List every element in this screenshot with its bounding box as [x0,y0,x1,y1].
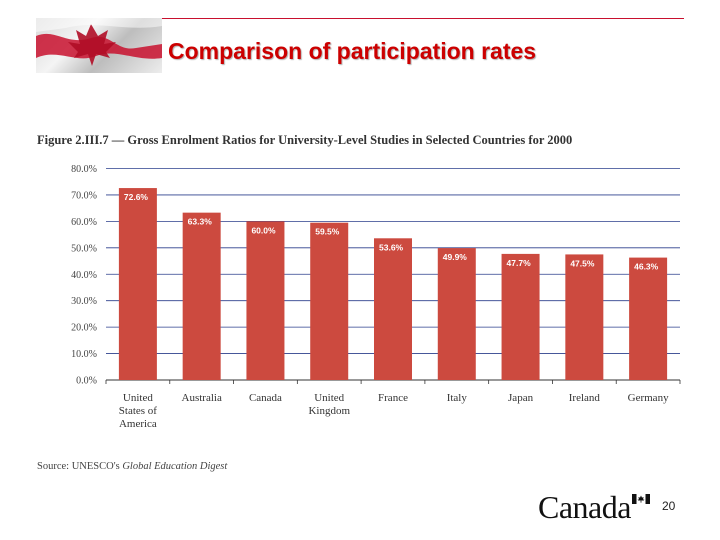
x-tick-label: America [119,418,157,430]
flag-banner-image [36,18,162,73]
bar [246,221,285,380]
x-tick-label: Australia [182,392,222,404]
bar [118,188,157,380]
bar-value-label: 47.7% [507,258,532,268]
slide-title: Comparison of participation rates [168,38,537,64]
canada-flag-icon [632,494,650,504]
x-tick-label: France [378,392,408,404]
source-title: Global Education Digest [122,461,228,472]
bar [501,253,540,380]
bar-value-label: 63.3% [188,217,213,227]
y-tick-label: 10.0% [71,349,97,360]
y-tick-label: 0.0% [76,376,97,387]
bar-value-label: 59.5% [315,227,340,237]
x-tick-label: Kingdom [308,405,350,417]
bar [374,238,412,380]
bar-value-label: 49.9% [443,252,468,262]
source-prefix: Source: UNESCO's [37,461,123,472]
x-tick-label: Italy [447,392,468,404]
header-rule [162,18,684,19]
figure-caption: Figure 2.III.7 — Gross Enrolment Ratios … [37,133,573,147]
y-tick-label: 50.0% [71,243,97,254]
y-tick-label: 60.0% [71,217,97,228]
bar [565,254,604,380]
bar-value-label: 60.0% [251,225,276,235]
source-note: Source: UNESCO's Global Education Digest [37,461,227,472]
y-tick-label: 30.0% [71,296,97,307]
bar-value-label: 47.5% [570,258,595,268]
x-tick-label: United [314,392,344,404]
bar-value-label: 72.6% [124,192,149,202]
bar [629,257,668,380]
y-tick-label: 20.0% [71,323,97,334]
y-tick-label: 40.0% [71,270,97,281]
x-tick-label: Germany [628,392,669,404]
x-tick-label: United [123,392,153,404]
bar [182,212,221,380]
bar-value-label: 46.3% [634,262,659,272]
bar [310,222,349,380]
x-tick-label: Japan [508,392,534,404]
bar [437,248,476,380]
x-tick-label: Ireland [569,392,601,404]
y-tick-label: 80.0% [71,164,97,175]
page-number: 20 [662,499,676,513]
bar-value-label: 53.6% [379,242,404,252]
x-tick-label: States of [119,405,158,417]
y-tick-label: 70.0% [71,190,97,201]
canada-wordmark: Canada [538,489,631,525]
x-tick-label: Canada [249,392,282,404]
